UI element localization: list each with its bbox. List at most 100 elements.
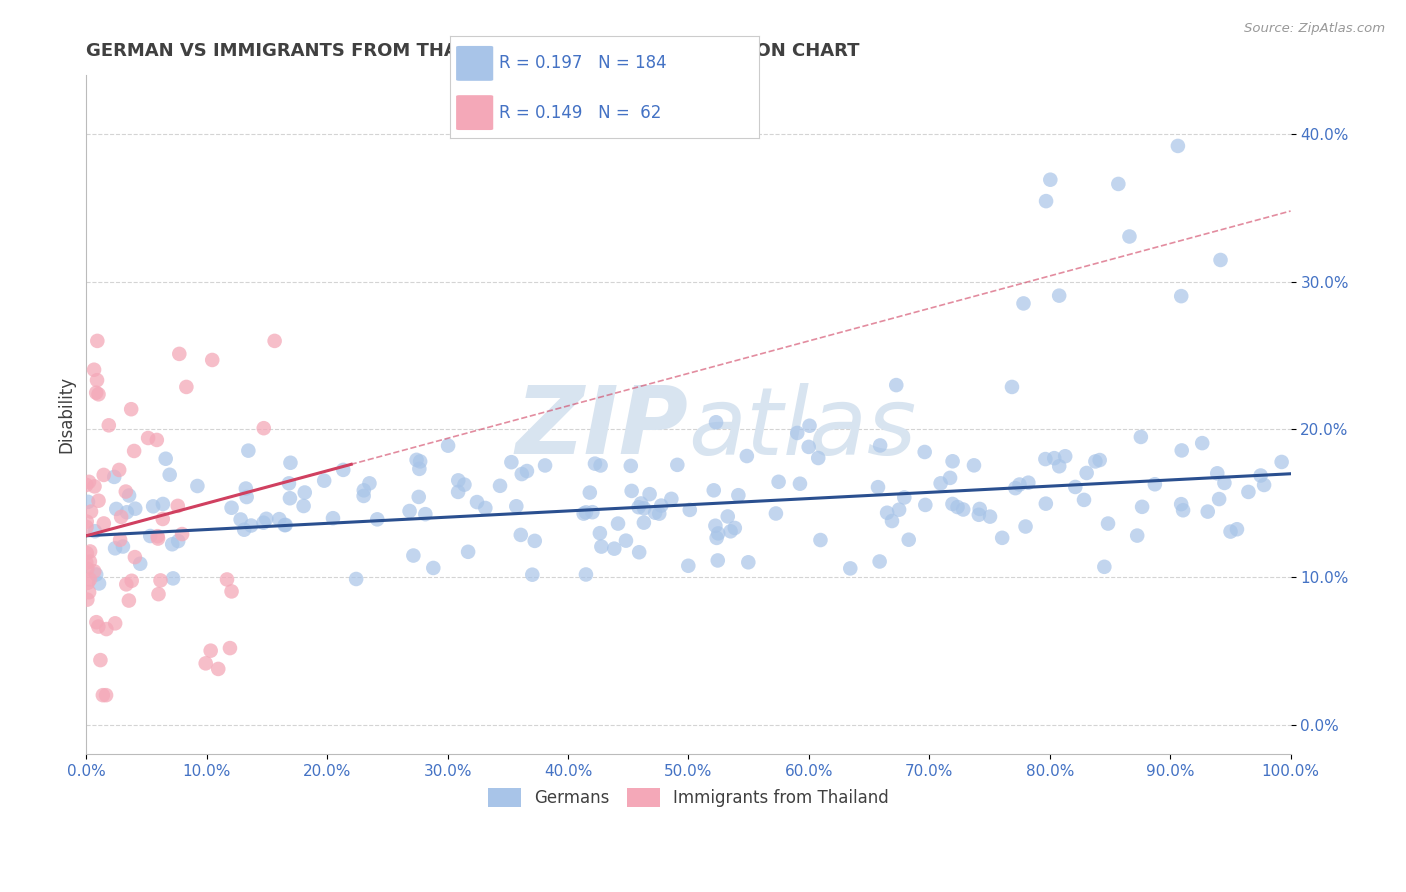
Point	[1054, 449, 1077, 463]
Point	[505, 500, 527, 514]
Point	[1170, 443, 1192, 458]
Point	[946, 500, 969, 514]
Point	[1171, 503, 1194, 517]
Point	[727, 488, 749, 502]
Point	[589, 526, 612, 541]
Point	[474, 500, 496, 515]
Point	[678, 558, 700, 573]
Point	[1012, 296, 1035, 310]
Point	[79, 573, 101, 587]
Point	[146, 532, 169, 546]
Point	[1209, 252, 1232, 267]
Point	[207, 662, 229, 676]
Point	[509, 528, 531, 542]
Point	[1130, 500, 1153, 514]
Point	[83, 362, 105, 376]
Point	[75, 556, 97, 570]
Point	[167, 534, 190, 549]
Point	[453, 477, 475, 491]
Point	[437, 439, 460, 453]
Point	[76, 520, 98, 534]
Point	[706, 531, 728, 545]
Point	[253, 421, 276, 435]
Point	[786, 425, 808, 440]
Point	[893, 491, 915, 505]
Point	[534, 458, 557, 473]
Point	[152, 497, 174, 511]
Point	[1097, 516, 1119, 531]
Point	[648, 507, 671, 521]
Point	[124, 550, 146, 565]
Point	[679, 503, 702, 517]
Point	[869, 438, 891, 452]
Point	[86, 615, 108, 630]
Point	[720, 524, 742, 539]
Point	[866, 480, 889, 494]
Point	[1043, 451, 1066, 466]
Point	[572, 507, 595, 521]
Point	[1170, 497, 1192, 511]
Point	[704, 415, 727, 429]
Point	[887, 502, 910, 516]
Point	[219, 641, 242, 656]
Point	[1047, 288, 1070, 302]
Point	[522, 567, 544, 582]
Point	[575, 567, 598, 582]
Point	[457, 545, 479, 559]
Y-axis label: Disability: Disability	[58, 376, 75, 453]
Point	[797, 440, 820, 454]
Point	[124, 501, 146, 516]
Point	[114, 484, 136, 499]
Point	[969, 502, 991, 516]
Point	[703, 483, 725, 498]
Point	[575, 505, 598, 519]
Point	[169, 347, 191, 361]
Point	[644, 506, 666, 520]
Point	[1253, 478, 1275, 492]
Point	[1129, 430, 1152, 444]
Point	[1047, 459, 1070, 474]
Point	[717, 509, 740, 524]
Point	[807, 450, 830, 465]
Point	[724, 521, 747, 535]
Point	[583, 457, 606, 471]
Point	[332, 463, 354, 477]
Point	[118, 489, 141, 503]
Point	[86, 334, 108, 348]
Point	[447, 474, 470, 488]
Point	[235, 490, 257, 504]
Point	[314, 474, 336, 488]
Point	[83, 564, 105, 578]
Point	[1143, 477, 1166, 491]
Point	[638, 487, 661, 501]
Point	[1237, 484, 1260, 499]
Point	[186, 479, 208, 493]
Point	[76, 515, 98, 529]
Point	[465, 495, 488, 509]
Point	[110, 509, 132, 524]
Point	[447, 484, 470, 499]
Point	[87, 576, 110, 591]
Point	[1167, 139, 1189, 153]
Point	[1084, 454, 1107, 468]
Point	[627, 500, 650, 515]
Point	[707, 526, 730, 541]
Point	[489, 479, 512, 493]
Point	[707, 553, 730, 567]
Point	[292, 499, 315, 513]
Point	[111, 540, 134, 554]
Point	[79, 554, 101, 568]
Point	[273, 518, 295, 533]
Point	[176, 380, 198, 394]
Point	[172, 527, 194, 541]
Point	[405, 453, 427, 467]
Point	[120, 402, 142, 417]
Point	[415, 507, 437, 521]
Point	[620, 458, 643, 473]
Point	[93, 467, 115, 482]
Point	[799, 418, 821, 433]
Point	[1035, 194, 1057, 208]
Point	[129, 557, 152, 571]
Point	[1226, 522, 1249, 536]
Point	[136, 431, 159, 445]
